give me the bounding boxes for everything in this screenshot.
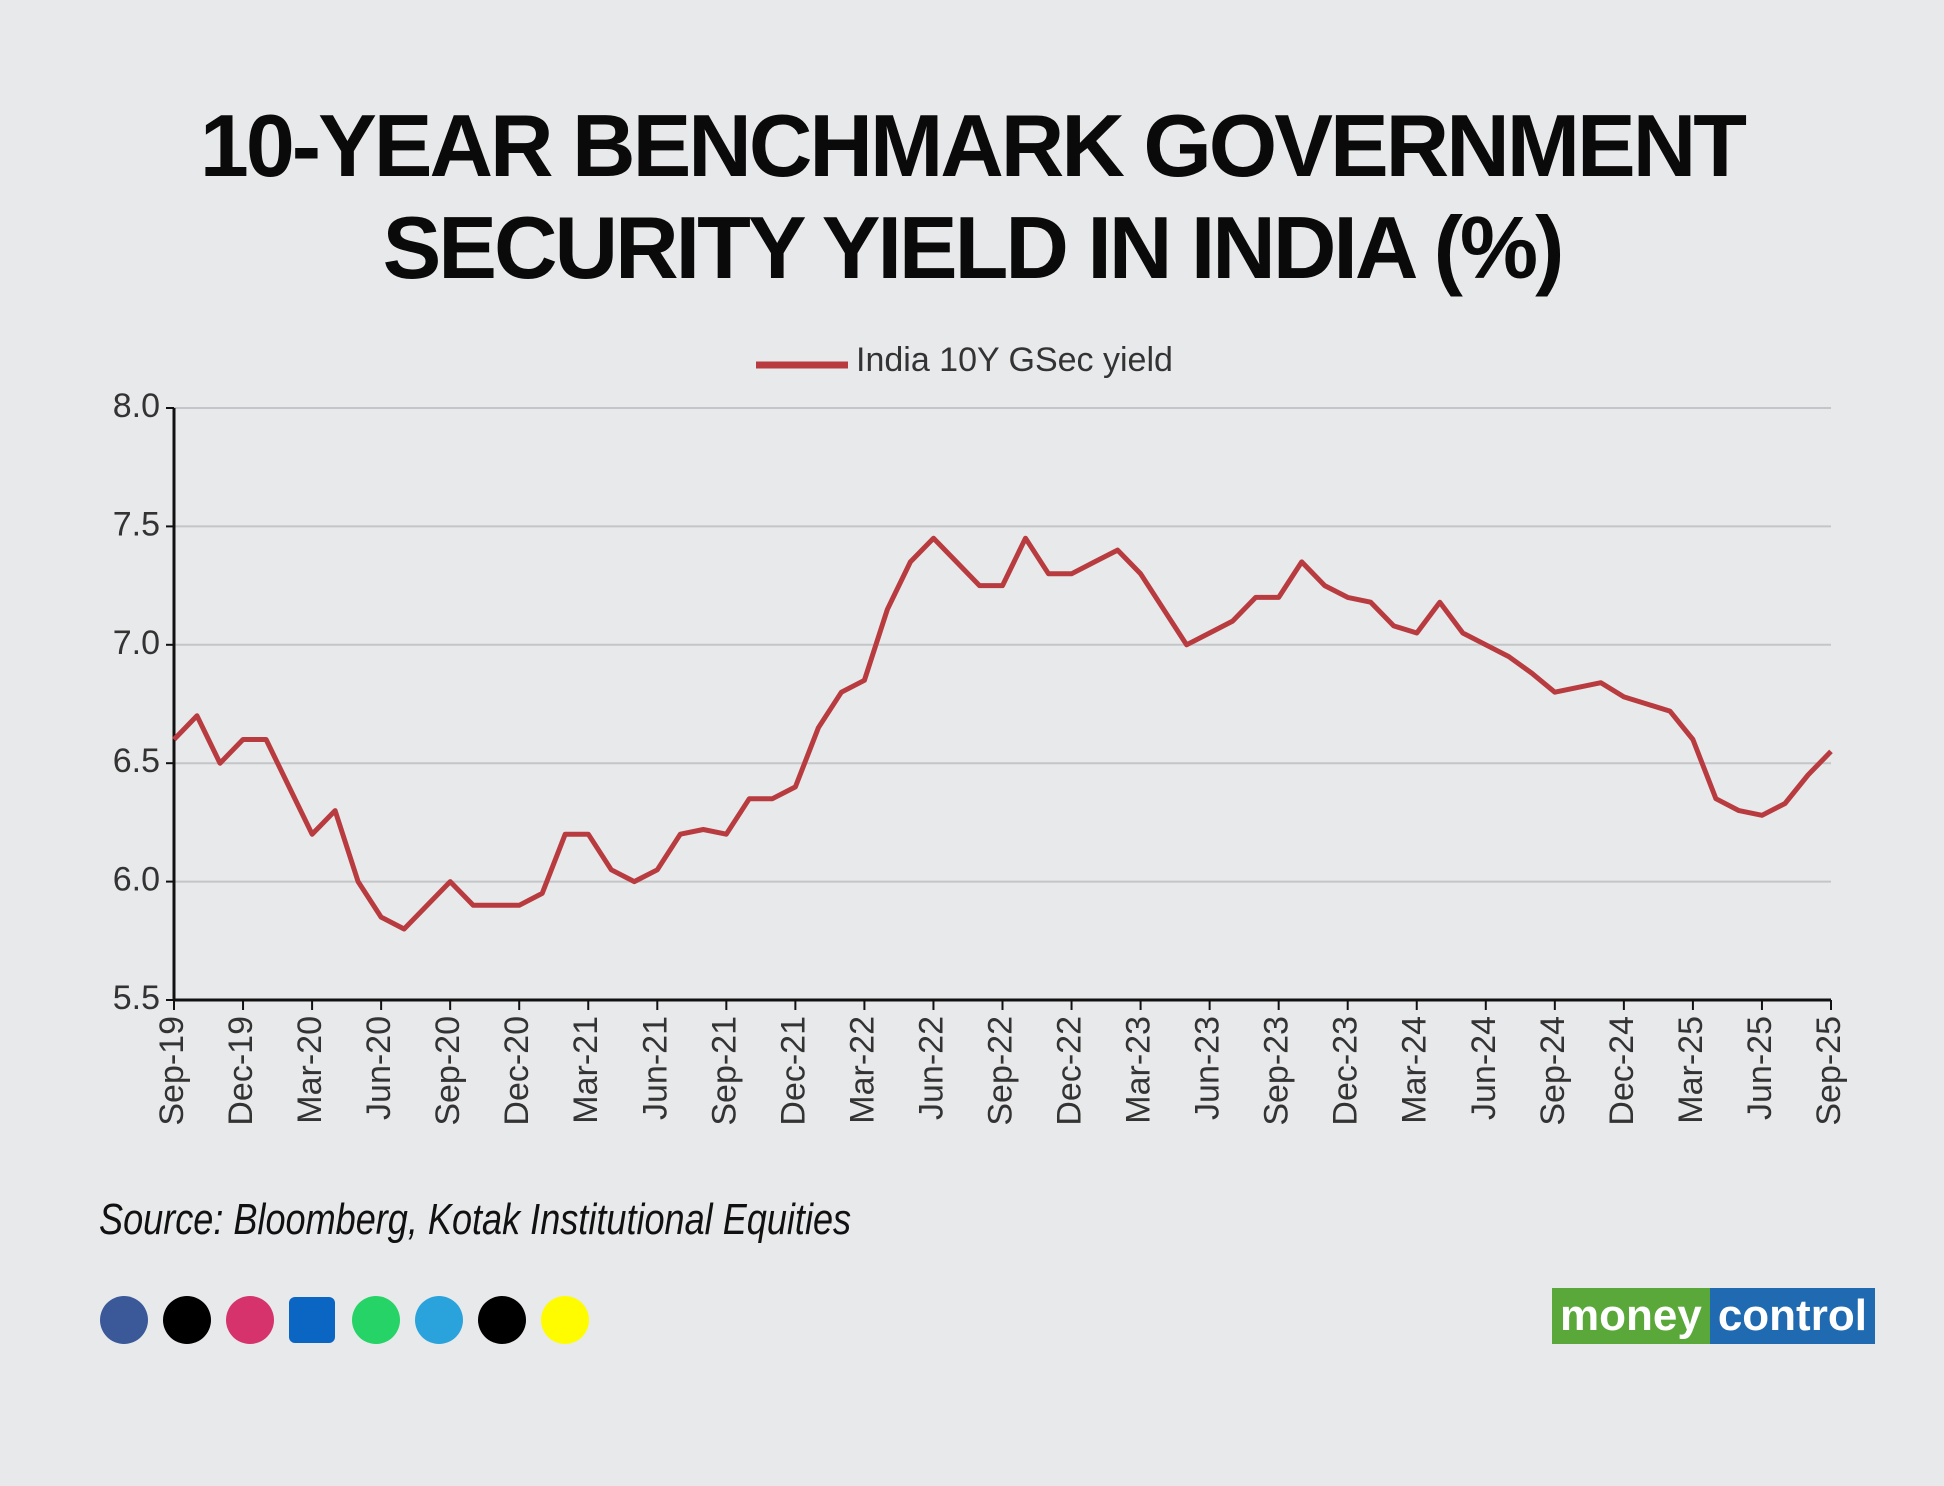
x-tick-label: Dec-19 (222, 1016, 260, 1126)
x-tick-label: Jun-24 (1465, 1016, 1503, 1120)
x-tick-label: Dec-21 (774, 1016, 812, 1126)
threads-icon[interactable] (478, 1296, 526, 1344)
x-tick-label: Mar-24 (1396, 1016, 1434, 1124)
x-tick-label: Sep-22 (981, 1016, 1019, 1126)
snapchat-icon[interactable] (541, 1296, 589, 1344)
y-tick-label: 6.0 (113, 861, 160, 899)
x-tick-label: Mar-22 (843, 1016, 881, 1124)
brand-part: money (1552, 1288, 1710, 1344)
chart-title: 10-YEAR BENCHMARK GOVERNMENT SECURITY YI… (199, 96, 1747, 297)
x-tick-label: Sep-19 (153, 1016, 191, 1126)
x-tick-label: Mar-21 (567, 1016, 605, 1124)
x-tick-label: Jun-22 (912, 1016, 950, 1120)
x-tick-label: Jun-23 (1189, 1016, 1227, 1120)
x-tick-label: Sep-20 (429, 1016, 467, 1126)
social-icons (100, 1296, 589, 1344)
x-tick-label: Mar-23 (1120, 1016, 1158, 1124)
instagram-icon[interactable] (226, 1296, 274, 1344)
y-tick-label: 7.0 (113, 624, 160, 662)
facebook-icon[interactable] (100, 1296, 148, 1344)
y-tick-label: 6.5 (113, 742, 160, 780)
brand-part: control (1709, 1288, 1875, 1344)
source-note: Source: Bloomberg, Kotak Institutional E… (99, 1195, 852, 1244)
x-tick-label: Dec-23 (1327, 1016, 1365, 1126)
x-tick-label: Sep-21 (705, 1016, 743, 1126)
whatsapp-icon[interactable] (352, 1296, 400, 1344)
brand-logo: money control (1552, 1288, 1875, 1344)
x-tick-label: Jun-20 (360, 1016, 398, 1120)
x-icon[interactable] (163, 1296, 211, 1344)
x-tick-label: Dec-24 (1603, 1016, 1641, 1126)
x-tick-label: Jun-25 (1741, 1016, 1779, 1120)
telegram-icon[interactable] (415, 1296, 463, 1344)
x-tick-label: Sep-23 (1258, 1016, 1296, 1126)
x-tick-label: Sep-25 (1810, 1016, 1848, 1126)
y-tick-label: 8.0 (113, 387, 160, 425)
x-tick-label: Mar-25 (1672, 1016, 1710, 1124)
linkedin-icon[interactable] (289, 1297, 335, 1343)
x-tick-label: Mar-20 (291, 1016, 329, 1124)
x-tick-label: Sep-24 (1534, 1016, 1572, 1126)
x-tick-label: Dec-22 (1051, 1016, 1089, 1126)
x-tick-label: Jun-21 (636, 1016, 674, 1120)
x-tick-label: Dec-20 (498, 1016, 536, 1126)
y-tick-label: 7.5 (113, 505, 160, 543)
chart: 5.5 6.0 6.5 7.0 7.5 8.0 Sep-19 Dec-19 Mar-20 Jun-… (113, 341, 1848, 1126)
y-tick-label: 5.5 (113, 979, 160, 1017)
line-series (172, 535, 1833, 932)
legend-label: India 10Y GSec yield (856, 341, 1173, 379)
